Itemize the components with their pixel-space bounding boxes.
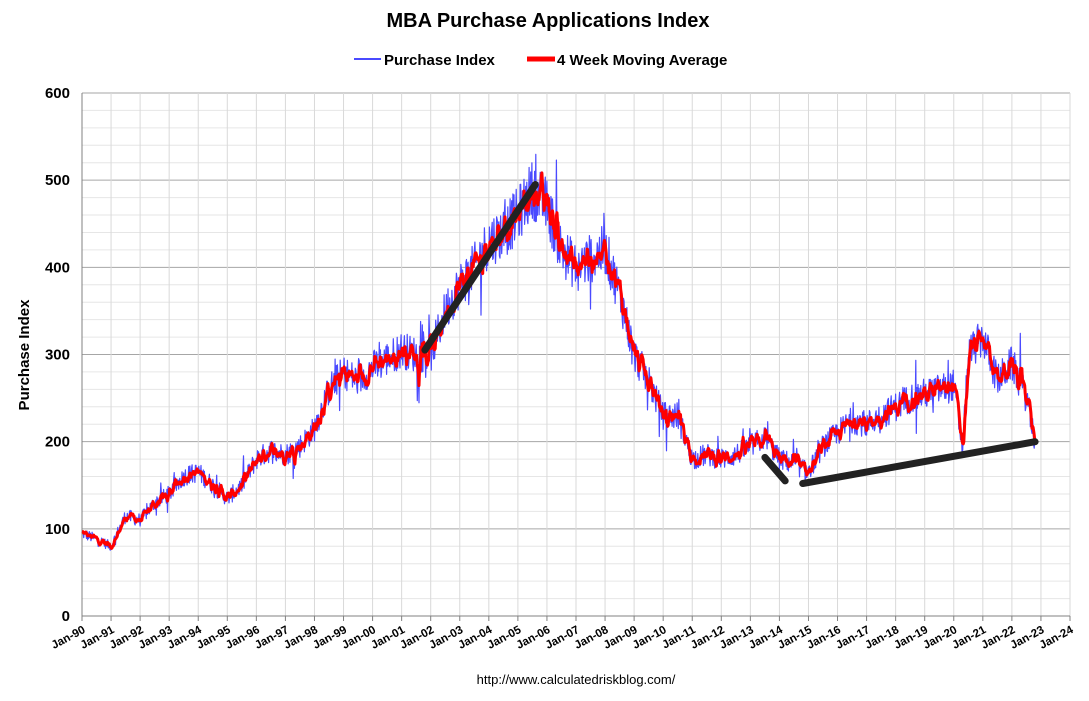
source-note: http://www.calculatedriskblog.com/	[477, 672, 676, 687]
y-tick-label: 100	[45, 521, 70, 538]
legend: Purchase Index 4 Week Moving Average	[354, 52, 727, 69]
series-line-moving-average	[81, 171, 1037, 550]
annotation-trend-2002-2005	[421, 181, 539, 354]
annotation-trend-2015-2023	[799, 438, 1039, 487]
y-tick-label: 600	[45, 85, 70, 102]
y-axis-label: Purchase Index	[16, 299, 33, 411]
grid-lines	[81, 92, 1071, 617]
annotation-layer	[421, 181, 1039, 487]
chart-title: MBA Purchase Applications Index	[386, 10, 709, 32]
y-axis-ticks: 0 100 200 300 400 500 600	[45, 85, 70, 625]
x-axis-ticks: Jan-90Jan-91Jan-92Jan-93Jan-94Jan-95Jan-…	[50, 616, 1076, 652]
legend-label-moving-average: 4 Week Moving Average	[557, 52, 727, 69]
y-tick-label: 0	[62, 608, 70, 625]
x-tick-label: Jan-24	[1038, 624, 1076, 652]
y-tick-label: 400	[45, 259, 70, 276]
annotation-trend-2013-2014	[761, 453, 789, 485]
y-tick-label: 200	[45, 434, 70, 451]
legend-label-purchase-index: Purchase Index	[384, 52, 496, 69]
series-layer	[81, 153, 1037, 551]
y-tick-label: 300	[45, 347, 70, 364]
y-tick-label: 500	[45, 172, 70, 189]
